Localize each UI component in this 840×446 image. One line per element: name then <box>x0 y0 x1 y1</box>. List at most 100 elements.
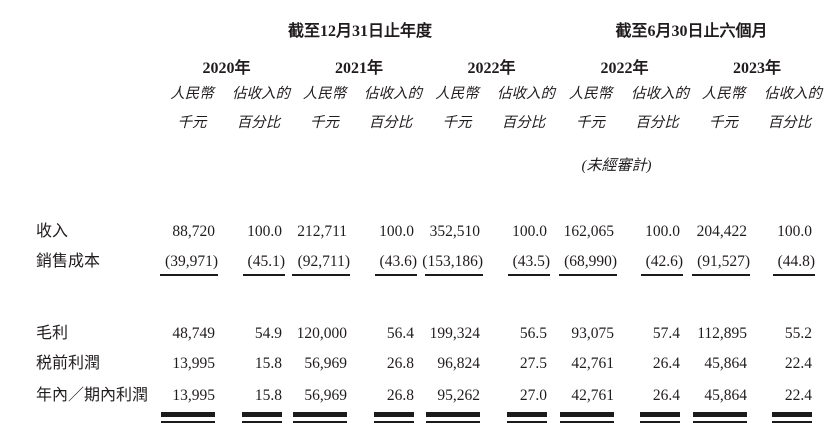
subheader-amount-line2: 千元 <box>576 115 606 131</box>
amount-cell: 42,761 <box>571 355 615 372</box>
year-header-2022: 2022年 <box>467 60 516 77</box>
period-header-interim: 截至6月30日止六個月 <box>615 23 768 40</box>
subheader-amount-line1: 人民幣 <box>701 86 746 102</box>
subheader-percent-2020: 佔收入的 百分比 <box>218 80 290 142</box>
percent-cell: (43.6) <box>350 250 417 284</box>
percent-cell: 56.5 <box>519 325 548 342</box>
subheader-amount-2020: 人民幣 千元 <box>152 80 218 142</box>
percent-cell: 27.0 <box>483 384 550 434</box>
table-row-profit-before-tax: 税前利潤 13,995 15.8 56,969 26.8 96,824 27.5… <box>36 352 815 384</box>
amount-cell: 45,864 <box>704 355 748 372</box>
year-header-2021: 2021年 <box>334 60 383 77</box>
percent-cell: 55.2 <box>784 325 813 342</box>
row-label: 年內／期內利潤 <box>36 387 149 404</box>
spacer-row <box>36 284 815 322</box>
subheader-amount-line2: 千元 <box>709 115 739 131</box>
financial-summary-table: 截至12月31日止年度 截至6月30日止六個月 2020年 2021年 2022… <box>36 0 822 434</box>
blank-cell <box>36 142 550 182</box>
year-header-2022-interim: 2022年 <box>600 60 649 77</box>
row-label: 銷售成本 <box>36 253 101 270</box>
amount-cell: 42,761 <box>550 384 617 434</box>
subheader-percent-line1: 佔收入的 <box>232 86 290 102</box>
subheader-percent-2022-interim: 佔收入的 百分比 <box>617 80 689 142</box>
year-header-row: 2020年 2021年 2022年 2022年 2023年 <box>36 44 815 80</box>
subheader-amount-2022-interim: 人民幣 千元 <box>550 80 617 142</box>
amount-cell: 56,969 <box>285 384 350 434</box>
percent-cell: 26.4 <box>617 384 683 434</box>
amount-cell: (92,711) <box>285 250 350 284</box>
spacer-cell <box>36 284 815 322</box>
amount-cell: 93,075 <box>571 325 615 342</box>
amount-cell: 88,720 <box>172 223 215 240</box>
amount-cell: 212,711 <box>297 223 347 240</box>
row-label: 毛利 <box>36 325 69 342</box>
row-label: 税前利潤 <box>36 355 101 372</box>
percent-cell: 26.8 <box>386 355 414 372</box>
subheader-percent-line2: 百分比 <box>767 115 812 131</box>
subheader-percent-line2: 百分比 <box>368 115 413 131</box>
percent-cell: 22.4 <box>784 355 813 372</box>
subheader-percent-line2: 百分比 <box>635 115 679 131</box>
amount-cell: (153,186) <box>417 250 483 284</box>
amount-cell: (68,990) <box>550 250 617 284</box>
table-row-profit-for-period: 年內／期內利潤 13,995 15.8 56,969 26.8 95,262 2… <box>36 384 815 434</box>
subheader-percent-line1: 佔收入的 <box>364 86 422 102</box>
percent-cell: 100.0 <box>645 223 681 240</box>
corner-blank <box>36 0 152 44</box>
amount-cell: 13,995 <box>152 384 218 434</box>
subheader-amount-2022: 人民幣 千元 <box>417 80 483 142</box>
amount-cell: 162,065 <box>563 223 615 240</box>
unaudited-note-row: (未經審計) <box>36 142 815 182</box>
column-subheader-row: 人民幣 千元 佔收入的 百分比 人民幣 千元 佔收入的 百分比 人民幣 千元 <box>36 80 822 142</box>
year-header-2020: 2020年 <box>202 60 251 77</box>
percent-cell: 54.9 <box>254 325 282 342</box>
subheader-amount-line2: 千元 <box>177 115 207 131</box>
percent-cell: (43.5) <box>483 250 550 284</box>
subheader-amount-line2: 千元 <box>310 115 339 131</box>
amount-cell: 112,895 <box>697 325 748 342</box>
subheader-amount-line2: 千元 <box>442 115 472 131</box>
period-header-row: 截至12月31日止年度 截至6月30日止六個月 <box>36 0 815 44</box>
subheader-amount-line1: 人民幣 <box>302 86 347 102</box>
percent-cell: 100.0 <box>379 223 414 240</box>
corner-blank <box>36 80 152 142</box>
percent-cell: 27.5 <box>519 355 548 372</box>
amount-cell: (91,527) <box>683 250 750 284</box>
percent-cell: (42.6) <box>617 250 683 284</box>
percent-cell: 57.4 <box>652 325 681 342</box>
table-row-gross-profit: 毛利 48,749 54.9 120,000 56.4 199,324 56.5… <box>36 322 815 352</box>
subheader-percent-line2: 百分比 <box>501 115 546 131</box>
amount-cell: 48,749 <box>172 325 215 342</box>
amount-cell: 45,864 <box>683 384 750 434</box>
subheader-amount-line1: 人民幣 <box>170 86 214 102</box>
subheader-percent-2022: 佔收入的 百分比 <box>483 80 555 142</box>
blank-cell <box>683 142 815 182</box>
percent-cell: 56.4 <box>386 325 414 342</box>
subheader-percent-2021: 佔收入的 百分比 <box>350 80 422 142</box>
percent-cell: 26.8 <box>350 384 417 434</box>
year-header-2023-interim: 2023年 <box>733 60 782 77</box>
subheader-amount-2023-interim: 人民幣 千元 <box>683 80 750 142</box>
percent-cell: 26.4 <box>652 355 681 372</box>
unaudited-note: (未經審計) <box>581 158 652 174</box>
percent-cell: 100.0 <box>777 223 813 240</box>
spacer-row <box>36 182 815 220</box>
amount-cell: (39,971) <box>152 250 218 284</box>
amount-cell: 95,262 <box>417 384 483 434</box>
percent-cell: 15.8 <box>254 355 282 372</box>
percent-cell: 15.8 <box>218 384 285 434</box>
row-label: 收入 <box>36 223 69 240</box>
amount-cell: 120,000 <box>296 325 347 342</box>
amount-cell: 204,422 <box>696 223 748 240</box>
subheader-amount-line1: 人民幣 <box>568 86 613 102</box>
amount-cell: 352,510 <box>429 223 480 240</box>
spacer-cell <box>36 182 815 220</box>
amount-cell: 96,824 <box>437 355 480 372</box>
subheader-percent-2023-interim: 佔收入的 百分比 <box>750 80 822 142</box>
percent-cell: (44.8) <box>750 250 815 284</box>
amount-cell: 199,324 <box>429 325 480 342</box>
amount-cell: 13,995 <box>172 355 215 372</box>
subheader-amount-line1: 人民幣 <box>435 86 479 102</box>
subheader-percent-line1: 佔收入的 <box>497 86 555 102</box>
